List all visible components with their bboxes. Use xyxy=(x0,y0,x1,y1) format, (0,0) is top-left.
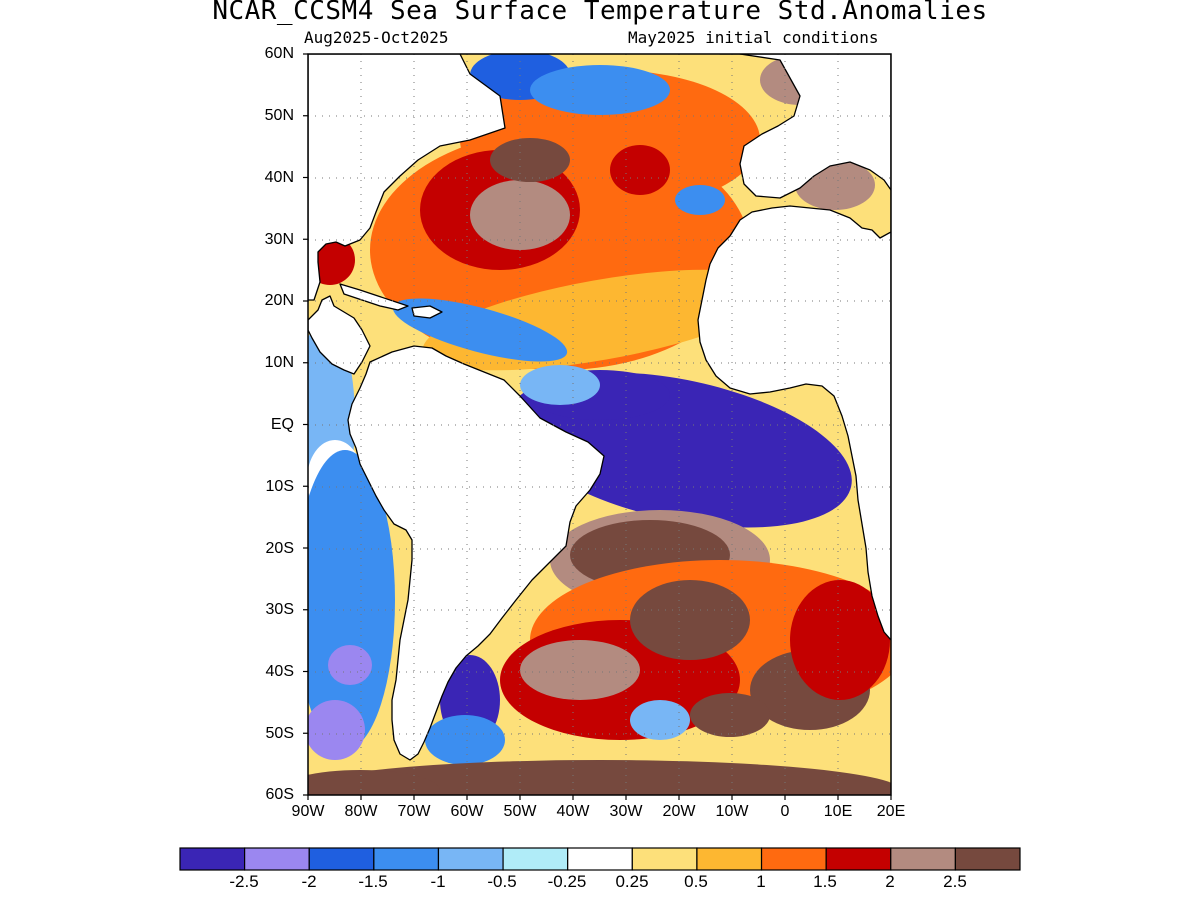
colorbar-label: 0.25 xyxy=(615,872,649,891)
lon-tick-label: 0 xyxy=(780,803,790,820)
colorbar-swatch xyxy=(502,847,569,871)
lon-tick-label: 50W xyxy=(503,803,537,820)
colorbar-label: 0.5 xyxy=(684,872,708,891)
europe-land xyxy=(739,54,891,199)
lon-tick-label: 20W xyxy=(662,803,696,820)
colorbar-label: 1 xyxy=(756,872,766,891)
anomaly-field xyxy=(675,185,725,215)
lat-tick-label: 10S xyxy=(265,478,294,495)
colorbar-swatch xyxy=(825,847,892,871)
colorbar-label: -1.5 xyxy=(358,872,388,891)
lat-tick-label: 40S xyxy=(265,663,294,680)
colorbar-swatch xyxy=(760,847,827,871)
anomaly-field xyxy=(790,580,890,700)
anomaly-fields xyxy=(308,54,891,795)
anomaly-field xyxy=(308,450,395,750)
colorbar-swatch xyxy=(373,847,440,871)
colorbar-swatch xyxy=(179,847,246,871)
anomaly-field xyxy=(530,65,670,115)
colorbar-label: -0.25 xyxy=(547,872,587,891)
colorbar-swatch xyxy=(244,847,310,871)
colorbar-label: 2.5 xyxy=(943,872,967,891)
colorbar-swatch xyxy=(437,847,504,871)
anomaly-field xyxy=(610,145,670,195)
period-label: Aug2025-Oct2025 xyxy=(304,28,449,47)
axis-ticks xyxy=(303,53,892,800)
colorbar-swatch xyxy=(567,847,633,871)
colorbar-label: 2 xyxy=(885,872,895,891)
lat-tick-label: EQ xyxy=(270,416,294,433)
lon-tick-label: 70W xyxy=(397,803,431,820)
anomaly-field xyxy=(308,770,440,795)
lat-tick-label: 10N xyxy=(264,354,294,371)
colorbar-swatch xyxy=(696,847,763,871)
lat-tick-label: 40N xyxy=(264,169,294,186)
anomaly-field xyxy=(490,138,570,182)
lon-tick-label: 80W xyxy=(344,803,378,820)
colorbar-label: -1 xyxy=(430,872,446,891)
colorbar-label: -2.5 xyxy=(229,872,259,891)
anomaly-field xyxy=(520,640,640,700)
colorbar-swatch xyxy=(890,847,956,871)
anomaly-field xyxy=(308,700,365,760)
lat-tick-label: 20N xyxy=(264,292,294,309)
lat-tick-label: 50S xyxy=(265,725,294,742)
colorbar-swatch xyxy=(308,847,375,871)
cuba-island xyxy=(339,283,409,311)
lon-tick-label: 60W xyxy=(450,803,484,820)
lon-tick-label: 10E xyxy=(823,803,853,820)
map-area xyxy=(308,54,891,795)
anomaly-field xyxy=(630,580,750,660)
init-label: May2025 initial conditions xyxy=(628,28,879,47)
lon-tick-label: 40W xyxy=(556,803,590,820)
lat-tick-label: 60N xyxy=(264,45,294,62)
anomaly-field xyxy=(425,715,505,765)
anomaly-field xyxy=(690,693,770,737)
lon-tick-label: 10W xyxy=(715,803,749,820)
anomaly-field xyxy=(308,760,891,795)
chart-title: NCAR_CCSM4 Sea Surface Temperature Std.A… xyxy=(212,0,988,26)
central-america-land xyxy=(308,295,371,375)
colorbar-label: -0.5 xyxy=(487,872,517,891)
lat-tick-label: 50N xyxy=(264,107,294,124)
lat-tick-label: 30S xyxy=(265,601,294,618)
lon-tick-label: 90W xyxy=(291,803,325,820)
colorbar-label: 1.5 xyxy=(813,872,837,891)
colorbar-swatch xyxy=(954,847,1021,871)
lat-tick-label: 30N xyxy=(264,231,294,248)
anomaly-field xyxy=(520,365,600,405)
lon-tick-label: 30W xyxy=(609,803,643,820)
anomaly-field xyxy=(328,645,372,685)
colorbar-label: -2 xyxy=(301,872,317,891)
lon-tick-label: 20E xyxy=(876,803,906,820)
anomaly-field xyxy=(630,700,690,740)
africa-land xyxy=(697,54,891,641)
colorbar xyxy=(179,847,1021,871)
hispaniola-island xyxy=(411,305,443,319)
lat-tick-label: 60S xyxy=(265,786,294,803)
lat-tick-label: 20S xyxy=(265,540,294,557)
colorbar-swatch xyxy=(631,847,698,871)
